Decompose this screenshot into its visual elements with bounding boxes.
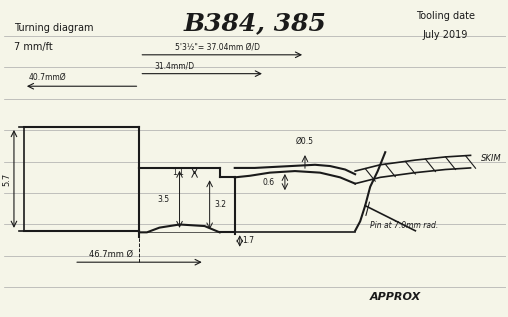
- Text: 40.7mmØ: 40.7mmØ: [29, 73, 67, 81]
- Text: 46.7mm Ø: 46.7mm Ø: [89, 250, 133, 259]
- Text: Tooling date: Tooling date: [416, 11, 475, 21]
- Text: 5'3½"= 37.04mm Ø/D: 5'3½"= 37.04mm Ø/D: [175, 43, 260, 52]
- Text: Pin at 7.0mm rad.: Pin at 7.0mm rad.: [370, 221, 438, 230]
- Text: Turning diagram: Turning diagram: [14, 23, 93, 33]
- Text: SKIM: SKIM: [481, 154, 501, 163]
- Text: 0.6: 0.6: [263, 178, 275, 187]
- Text: July 2019: July 2019: [423, 30, 468, 40]
- Text: 3.5: 3.5: [157, 195, 170, 204]
- Text: 31.4mm/D: 31.4mm/D: [154, 61, 195, 70]
- Text: 7 mm/ft: 7 mm/ft: [14, 42, 53, 52]
- Text: 3.2: 3.2: [215, 200, 227, 209]
- Text: Ø0.5: Ø0.5: [296, 137, 314, 146]
- Text: APPROX: APPROX: [370, 292, 421, 302]
- Text: 1.1: 1.1: [173, 168, 184, 177]
- Text: 5.7: 5.7: [2, 172, 11, 185]
- Text: B384, 385: B384, 385: [183, 11, 326, 35]
- Text: 1.7: 1.7: [242, 236, 254, 245]
